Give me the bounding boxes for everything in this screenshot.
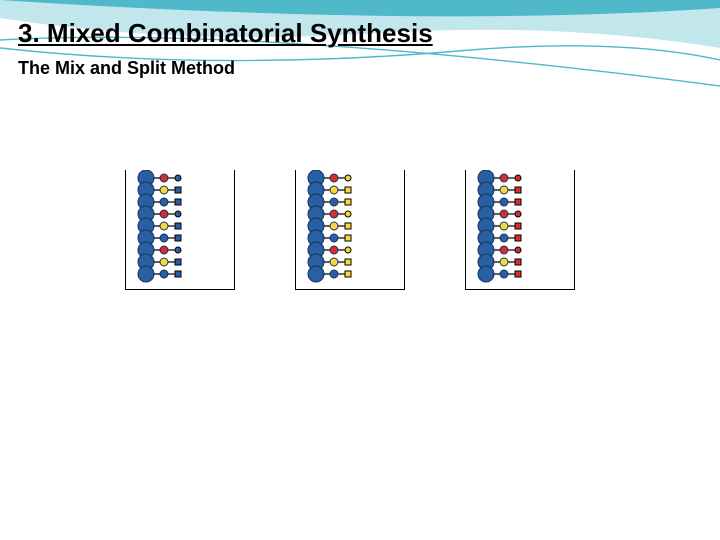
monomer-terminal-icon bbox=[515, 211, 521, 217]
monomer-mid-icon bbox=[330, 258, 338, 266]
monomer-terminal-icon bbox=[175, 223, 181, 229]
monomer-mid-icon bbox=[330, 246, 338, 254]
header-wave bbox=[0, 0, 720, 100]
molecule-diagram bbox=[296, 170, 406, 290]
monomer-mid-icon bbox=[500, 222, 508, 230]
monomer-mid-icon bbox=[500, 258, 508, 266]
diagram-panels bbox=[125, 170, 575, 290]
monomer-terminal-icon bbox=[345, 247, 351, 253]
vessel-panel bbox=[125, 170, 235, 290]
monomer-mid-icon bbox=[160, 186, 168, 194]
vessel-panel bbox=[465, 170, 575, 290]
monomer-mid-icon bbox=[160, 234, 168, 242]
monomer-mid-icon bbox=[500, 198, 508, 206]
monomer-mid-icon bbox=[330, 210, 338, 218]
monomer-terminal-icon bbox=[345, 223, 351, 229]
monomer-terminal-icon bbox=[345, 211, 351, 217]
monomer-mid-icon bbox=[160, 222, 168, 230]
monomer-mid-icon bbox=[500, 234, 508, 242]
vessel-panel bbox=[295, 170, 405, 290]
monomer-mid-icon bbox=[160, 246, 168, 254]
page-title: 3. Mixed Combinatorial Synthesis bbox=[18, 18, 433, 49]
molecule-diagram bbox=[466, 170, 576, 290]
monomer-mid-icon bbox=[330, 174, 338, 182]
monomer-terminal-icon bbox=[175, 187, 181, 193]
monomer-terminal-icon bbox=[515, 223, 521, 229]
monomer-mid-icon bbox=[500, 210, 508, 218]
monomer-terminal-icon bbox=[345, 187, 351, 193]
monomer-mid-icon bbox=[500, 270, 508, 278]
monomer-terminal-icon bbox=[515, 247, 521, 253]
monomer-terminal-icon bbox=[175, 211, 181, 217]
monomer-terminal-icon bbox=[175, 271, 181, 277]
monomer-terminal-icon bbox=[175, 199, 181, 205]
monomer-terminal-icon bbox=[345, 175, 351, 181]
monomer-terminal-icon bbox=[175, 247, 181, 253]
monomer-terminal-icon bbox=[515, 259, 521, 265]
monomer-terminal-icon bbox=[515, 235, 521, 241]
monomer-terminal-icon bbox=[175, 259, 181, 265]
monomer-terminal-icon bbox=[345, 271, 351, 277]
molecule-diagram bbox=[126, 170, 236, 290]
resin-bead-icon bbox=[308, 266, 324, 282]
monomer-mid-icon bbox=[330, 234, 338, 242]
monomer-mid-icon bbox=[500, 246, 508, 254]
monomer-mid-icon bbox=[330, 222, 338, 230]
monomer-terminal-icon bbox=[345, 259, 351, 265]
resin-bead-icon bbox=[138, 266, 154, 282]
monomer-terminal-icon bbox=[175, 235, 181, 241]
monomer-mid-icon bbox=[330, 198, 338, 206]
resin-bead-icon bbox=[478, 266, 494, 282]
monomer-terminal-icon bbox=[345, 199, 351, 205]
monomer-mid-icon bbox=[160, 210, 168, 218]
monomer-mid-icon bbox=[330, 270, 338, 278]
monomer-mid-icon bbox=[500, 174, 508, 182]
monomer-terminal-icon bbox=[515, 175, 521, 181]
monomer-terminal-icon bbox=[345, 235, 351, 241]
page-subtitle: The Mix and Split Method bbox=[18, 58, 235, 79]
monomer-terminal-icon bbox=[515, 271, 521, 277]
monomer-terminal-icon bbox=[515, 199, 521, 205]
monomer-terminal-icon bbox=[515, 187, 521, 193]
monomer-mid-icon bbox=[160, 174, 168, 182]
monomer-mid-icon bbox=[160, 258, 168, 266]
monomer-mid-icon bbox=[330, 186, 338, 194]
monomer-mid-icon bbox=[160, 198, 168, 206]
monomer-mid-icon bbox=[160, 270, 168, 278]
monomer-terminal-icon bbox=[175, 175, 181, 181]
monomer-mid-icon bbox=[500, 186, 508, 194]
